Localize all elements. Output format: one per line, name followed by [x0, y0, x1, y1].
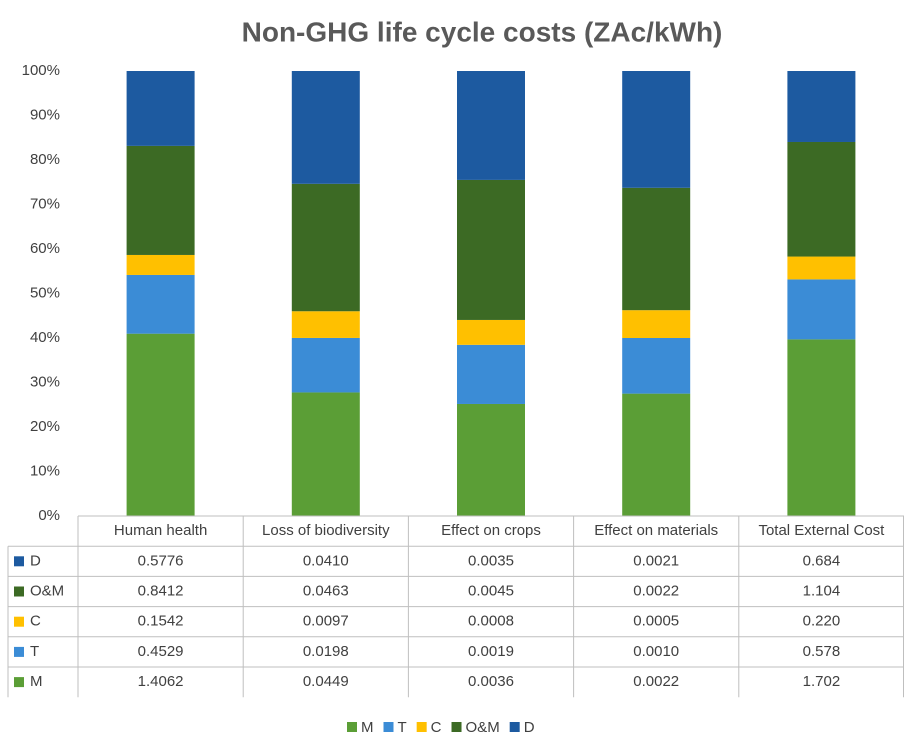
y-tick-label: 20% — [30, 418, 60, 435]
row-label: M — [30, 673, 43, 690]
bar-segment — [787, 339, 856, 516]
bar-segment — [457, 71, 525, 180]
bar-segment — [291, 337, 360, 393]
y-tick-label: 70% — [30, 195, 60, 212]
table-cell: 0.0045 — [468, 582, 514, 599]
table-cell: 0.0005 — [633, 613, 679, 630]
table-cell: 0.4529 — [138, 643, 184, 660]
y-tick-label: 90% — [30, 106, 60, 123]
legend-key — [509, 722, 520, 732]
bar-segment — [622, 71, 691, 188]
table-cell: 0.0022 — [633, 582, 679, 599]
bar-segment — [787, 141, 856, 257]
bar-segment — [457, 179, 525, 320]
y-tick-label: 0% — [38, 507, 60, 524]
x-tick-label: Effect on materials — [594, 522, 718, 539]
bar-segment — [291, 392, 360, 516]
table-cell: 1.4062 — [138, 673, 184, 690]
legend-key — [14, 556, 24, 567]
x-tick-label: Human health — [114, 522, 207, 539]
y-tick-label: 80% — [30, 151, 60, 168]
table-cell: 1.104 — [803, 582, 841, 599]
table-cell: 0.5776 — [138, 552, 184, 569]
x-tick-label: Loss of biodiversity — [262, 522, 390, 539]
bar-segment — [622, 187, 691, 311]
legend-label: D — [524, 719, 535, 735]
table-cell: 0.0449 — [303, 673, 349, 690]
table-cell: 0.0008 — [468, 613, 514, 630]
table-cell: 0.8412 — [138, 582, 184, 599]
bar-segment — [457, 403, 525, 516]
bar-segment — [126, 71, 195, 146]
legend-key — [416, 722, 427, 732]
bar-segment — [787, 256, 856, 280]
legend-key — [14, 586, 24, 597]
bar-segment — [291, 71, 360, 184]
y-tick-label: 60% — [30, 240, 60, 257]
legend-key — [14, 677, 24, 688]
bar-segment — [457, 319, 525, 345]
table-cell: 0.578 — [803, 643, 841, 660]
row-label: C — [30, 613, 41, 630]
legend-label: T — [398, 719, 407, 735]
legend-label: O&M — [466, 719, 500, 735]
table-cell: 0.0010 — [633, 643, 679, 660]
row-label: T — [30, 643, 39, 660]
bar-segment — [622, 338, 691, 394]
table-cell: 0.0019 — [468, 643, 514, 660]
legend-key — [14, 646, 24, 657]
bar-segment — [126, 145, 195, 255]
bar-segment — [622, 393, 691, 516]
table-cell: 0.0035 — [468, 552, 514, 569]
table-cell: 0.0036 — [468, 673, 514, 690]
table-cell: 0.684 — [803, 552, 841, 569]
legend-key — [347, 722, 357, 732]
bar-segment — [787, 71, 856, 142]
table-cell: 0.0463 — [303, 582, 349, 599]
x-tick-label: Effect on crops — [441, 522, 541, 539]
bar-segment — [126, 274, 195, 334]
legend-key — [383, 722, 394, 732]
table-cell: 0.0410 — [303, 552, 349, 569]
table-cell: 0.0022 — [633, 673, 679, 690]
table-cell: 0.0198 — [303, 643, 349, 660]
y-tick-label: 40% — [30, 329, 60, 346]
y-tick-label: 50% — [30, 284, 60, 301]
legend-key — [451, 722, 462, 732]
bar-segment — [126, 333, 195, 516]
table-cell: 0.0021 — [633, 552, 679, 569]
table-cell: 1.702 — [803, 673, 841, 690]
legend-label: C — [431, 719, 442, 735]
legend-key — [14, 616, 24, 627]
row-label: D — [30, 552, 41, 569]
bar-segment — [622, 310, 691, 338]
x-tick-label: Total External Cost — [758, 522, 885, 539]
legend-label: M — [361, 719, 374, 735]
bar-segment — [457, 344, 525, 404]
chart-title: Non-GHG life cycle costs (ZAc/kWh) — [242, 16, 723, 47]
bar-segment — [291, 183, 360, 312]
y-tick-label: 100% — [22, 62, 60, 79]
table-cell: 0.1542 — [138, 613, 184, 630]
table-cell: 0.220 — [803, 613, 841, 630]
bar-segment — [126, 254, 195, 275]
bar-segment — [787, 279, 856, 340]
row-label: O&M — [30, 582, 64, 599]
y-tick-label: 30% — [30, 373, 60, 390]
table-cell: 0.0097 — [303, 613, 349, 630]
y-tick-label: 10% — [30, 462, 60, 479]
bar-segment — [291, 311, 360, 338]
